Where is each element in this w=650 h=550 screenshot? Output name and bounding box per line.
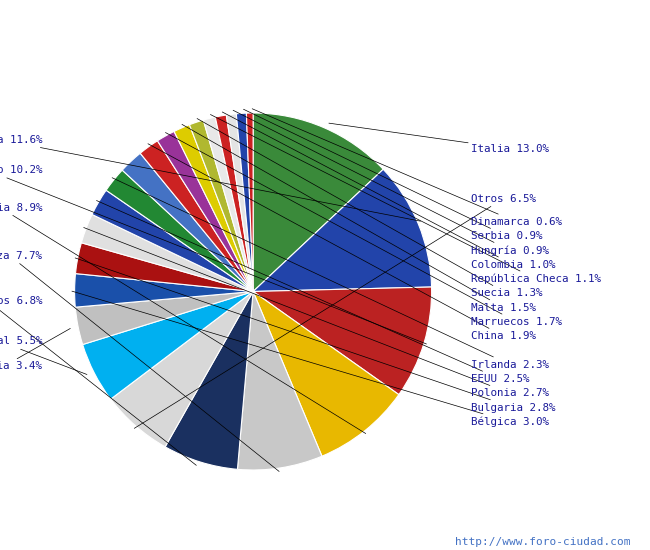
Wedge shape xyxy=(237,292,322,470)
Text: Irlanda 2.3%: Irlanda 2.3% xyxy=(112,178,549,370)
Text: Dinamarca 0.6%: Dinamarca 0.6% xyxy=(252,109,562,227)
Wedge shape xyxy=(111,292,253,447)
Text: Suecia 1.3%: Suecia 1.3% xyxy=(197,119,542,298)
Text: Países Bajos 6.8%: Países Bajos 6.8% xyxy=(0,295,196,465)
Text: Manises - Turistas extranjeros según país - Abril de 2024: Manises - Turistas extranjeros según paí… xyxy=(75,12,575,29)
Text: Bulgaria 2.8%: Bulgaria 2.8% xyxy=(75,258,555,412)
Text: Colombia 1.0%: Colombia 1.0% xyxy=(222,112,555,270)
Text: http://www.foro-ciudad.com: http://www.foro-ciudad.com xyxy=(455,537,630,547)
Text: Austria 3.4%: Austria 3.4% xyxy=(0,328,70,371)
Text: Bélgica 3.0%: Bélgica 3.0% xyxy=(72,291,549,427)
Wedge shape xyxy=(215,115,253,292)
Wedge shape xyxy=(106,170,253,292)
Wedge shape xyxy=(75,292,253,344)
Wedge shape xyxy=(253,113,384,292)
Text: China 1.9%: China 1.9% xyxy=(148,144,536,341)
Wedge shape xyxy=(190,120,253,292)
Text: Hungría 0.9%: Hungría 0.9% xyxy=(233,110,549,256)
Text: Portugal 5.5%: Portugal 5.5% xyxy=(0,337,87,375)
Wedge shape xyxy=(226,114,253,292)
Text: Suiza 7.7%: Suiza 7.7% xyxy=(0,251,279,471)
Wedge shape xyxy=(122,153,253,292)
Wedge shape xyxy=(81,214,253,292)
Text: Italia 13.0%: Italia 13.0% xyxy=(329,123,549,153)
Text: Otros 6.5%: Otros 6.5% xyxy=(135,194,536,428)
Text: Reino Unido 10.2%: Reino Unido 10.2% xyxy=(0,165,426,344)
Text: Francia 11.6%: Francia 11.6% xyxy=(0,135,421,221)
Text: Polonia 2.7%: Polonia 2.7% xyxy=(84,228,549,398)
Wedge shape xyxy=(203,117,253,292)
Wedge shape xyxy=(140,141,253,292)
Wedge shape xyxy=(253,292,399,456)
Wedge shape xyxy=(83,292,253,399)
Wedge shape xyxy=(75,273,253,307)
Text: EEUU 2.5%: EEUU 2.5% xyxy=(96,201,529,384)
Text: Serbia 0.9%: Serbia 0.9% xyxy=(244,109,542,241)
Text: Malta 1.5%: Malta 1.5% xyxy=(182,124,536,312)
Wedge shape xyxy=(237,113,253,292)
Wedge shape xyxy=(246,113,253,292)
Wedge shape xyxy=(253,287,432,394)
Wedge shape xyxy=(165,292,253,469)
Wedge shape xyxy=(92,190,253,292)
Wedge shape xyxy=(174,125,253,292)
Text: Alemania 8.9%: Alemania 8.9% xyxy=(0,202,366,433)
Wedge shape xyxy=(157,131,253,292)
Wedge shape xyxy=(75,243,253,292)
Text: República Checa 1.1%: República Checa 1.1% xyxy=(211,114,601,284)
Wedge shape xyxy=(253,169,432,292)
Text: Marruecos 1.7%: Marruecos 1.7% xyxy=(166,133,562,327)
